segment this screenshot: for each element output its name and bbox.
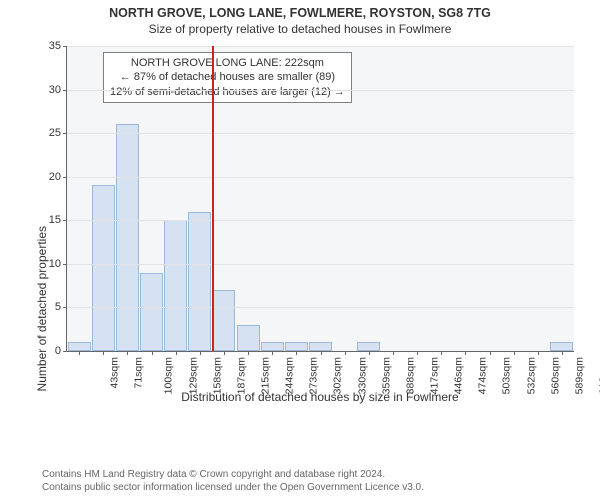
x-tick-label: 388sqm — [404, 357, 416, 394]
footer-text: Contains HM Land Registry data © Crown c… — [42, 468, 424, 494]
histogram-bar — [357, 342, 380, 351]
histogram-bar — [285, 342, 308, 351]
histogram-bar — [140, 273, 163, 351]
x-tick-mark — [127, 351, 128, 355]
y-tick-label: 30 — [41, 84, 67, 96]
y-tick-label: 0 — [41, 345, 67, 357]
histogram-bar — [309, 342, 332, 351]
y-tick-label: 35 — [41, 40, 67, 52]
x-tick-mark — [224, 351, 225, 355]
x-tick-label: 589sqm — [573, 357, 585, 394]
y-tick-label: 15 — [41, 214, 67, 226]
x-tick-mark — [321, 351, 322, 355]
x-tick-mark — [79, 351, 80, 355]
y-tick-label: 20 — [41, 171, 67, 183]
gridline — [67, 307, 574, 308]
x-tick-label: 330sqm — [356, 357, 368, 394]
x-tick-mark — [441, 351, 442, 355]
x-tick-label: 302sqm — [332, 357, 344, 394]
gridline — [67, 133, 574, 134]
y-tick-label: 5 — [41, 301, 67, 313]
x-tick-mark — [514, 351, 515, 355]
x-axis-label: Distribution of detached houses by size … — [66, 390, 574, 404]
page-subtitle: Size of property relative to detached ho… — [0, 22, 600, 36]
gridline — [67, 90, 574, 91]
reference-vline — [212, 46, 214, 351]
histogram-bar — [68, 342, 91, 351]
histogram-bar — [164, 220, 187, 351]
x-tick-mark — [176, 351, 177, 355]
y-tick-label: 10 — [41, 258, 67, 270]
histogram-bar — [212, 290, 235, 351]
x-tick-label: 100sqm — [163, 357, 175, 394]
x-tick-label: 129sqm — [187, 357, 199, 394]
histogram-bar — [550, 342, 573, 351]
x-tick-label: 359sqm — [380, 357, 392, 394]
footer-line-2: Contains public sector information licen… — [42, 481, 424, 494]
x-tick-mark — [465, 351, 466, 355]
chart-container: Number of detached properties NORTH GROV… — [44, 46, 584, 406]
x-tick-mark — [562, 351, 563, 355]
x-tick-label: 43sqm — [109, 357, 121, 389]
x-tick-label: 273sqm — [308, 357, 320, 394]
x-tick-mark — [345, 351, 346, 355]
x-tick-mark — [200, 351, 201, 355]
footer-line-1: Contains HM Land Registry data © Crown c… — [42, 468, 424, 481]
histogram-bar — [237, 325, 260, 351]
gridline — [67, 177, 574, 178]
annotation-line-3: 12% of semi-detached houses are larger (… — [110, 85, 345, 99]
plot-area: NORTH GROVE LONG LANE: 222sqm ← 87% of d… — [66, 46, 574, 352]
x-tick-label: 446sqm — [452, 357, 464, 394]
x-tick-label: 560sqm — [549, 357, 561, 394]
annotation-line-2: ← 87% of detached houses are smaller (89… — [110, 70, 345, 84]
x-tick-label: 215sqm — [259, 357, 271, 394]
x-tick-mark — [272, 351, 273, 355]
x-tick-label: 71sqm — [133, 357, 145, 389]
x-tick-label: 474sqm — [477, 357, 489, 394]
x-tick-label: 503sqm — [501, 357, 513, 394]
x-tick-label: 417sqm — [428, 357, 440, 394]
y-tick-label: 25 — [41, 127, 67, 139]
x-tick-label: 158sqm — [211, 357, 223, 394]
x-tick-mark — [152, 351, 153, 355]
page-root: NORTH GROVE, LONG LANE, FOWLMERE, ROYSTO… — [0, 0, 600, 500]
x-tick-label: 244sqm — [283, 357, 295, 394]
annotation-line-1: NORTH GROVE LONG LANE: 222sqm — [110, 56, 345, 70]
gridline — [67, 220, 574, 221]
x-tick-mark — [490, 351, 491, 355]
x-tick-mark — [103, 351, 104, 355]
x-tick-label: 187sqm — [235, 357, 247, 394]
x-tick-label: 532sqm — [525, 357, 537, 394]
x-tick-mark — [248, 351, 249, 355]
histogram-bar — [116, 124, 139, 351]
histogram-bar — [188, 212, 211, 351]
histogram-bar — [92, 185, 115, 351]
page-title: NORTH GROVE, LONG LANE, FOWLMERE, ROYSTO… — [0, 0, 600, 20]
gridline — [67, 46, 574, 47]
annotation-box: NORTH GROVE LONG LANE: 222sqm ← 87% of d… — [103, 52, 352, 103]
x-tick-mark — [538, 351, 539, 355]
x-tick-mark — [369, 351, 370, 355]
x-tick-mark — [417, 351, 418, 355]
x-tick-mark — [296, 351, 297, 355]
gridline — [67, 264, 574, 265]
histogram-bar — [261, 342, 284, 351]
x-tick-mark — [393, 351, 394, 355]
